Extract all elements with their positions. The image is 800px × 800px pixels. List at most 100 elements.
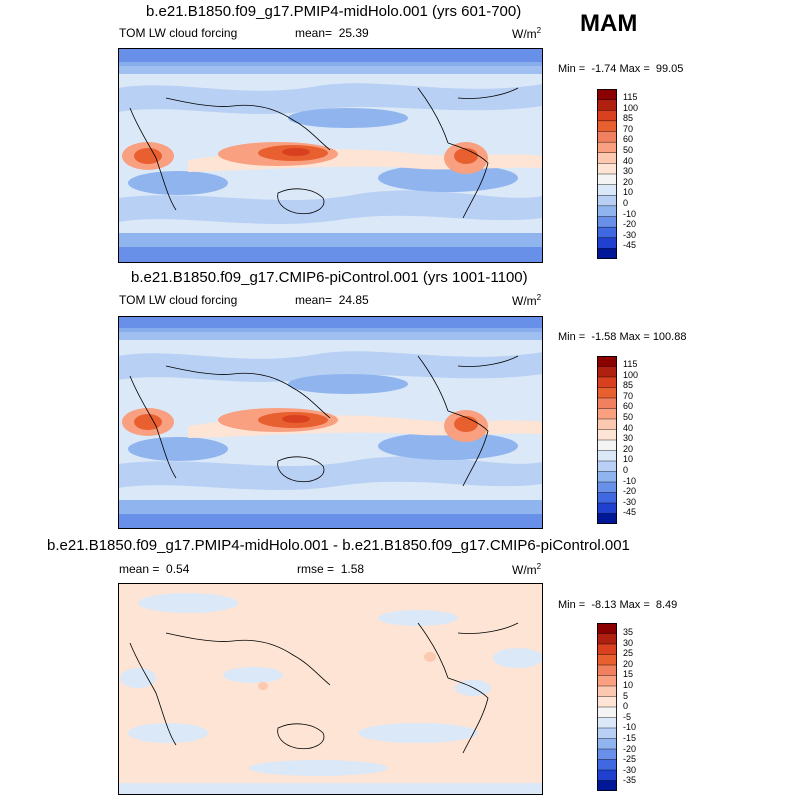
colorbar-tick-label: 85 bbox=[623, 380, 634, 391]
colorbar-tick-label: -15 bbox=[623, 732, 637, 743]
colorbar-tick-label: -10 bbox=[623, 475, 637, 486]
colorbar-swatch bbox=[596, 131, 618, 143]
colorbar-tick-label: -20 bbox=[623, 219, 637, 230]
panel3-rmse: rmse = 1.58 bbox=[297, 562, 365, 576]
colorbar-tick-label: 40 bbox=[623, 422, 634, 433]
colorbar-tick-label: 0 bbox=[623, 197, 629, 208]
colorbar-swatch bbox=[596, 88, 618, 101]
colorbar-tick-label: 35 bbox=[623, 627, 634, 637]
colorbar-tick-label: 10 bbox=[623, 454, 634, 465]
colorbar-tick-label: -45 bbox=[623, 240, 637, 251]
colorbar-tick-label: 70 bbox=[623, 123, 634, 134]
panel3-mean: mean = 0.54 bbox=[119, 562, 190, 576]
colorbar-swatch bbox=[596, 99, 618, 111]
panel2-mean: mean= 24.85 bbox=[295, 293, 369, 307]
colorbar-swatch bbox=[596, 471, 618, 483]
colorbar-swatch bbox=[596, 450, 618, 462]
panel1-variable-label: TOM LW cloud forcing bbox=[119, 26, 238, 40]
panel2-colorbar bbox=[596, 355, 618, 529]
colorbar-tick-label: 100 bbox=[623, 102, 639, 113]
panel3-colorbar-swatches bbox=[596, 622, 618, 792]
colorbar-tick-label: 30 bbox=[623, 166, 634, 177]
colorbar-tick-label: -25 bbox=[623, 754, 637, 765]
colorbar-swatch bbox=[596, 237, 618, 249]
panel2-units: W/m2 bbox=[512, 293, 542, 308]
colorbar-swatch bbox=[596, 759, 618, 771]
colorbar-tick-label: 10 bbox=[623, 187, 634, 198]
colorbar-tick-label: 5 bbox=[623, 690, 629, 701]
colorbar-swatch bbox=[596, 460, 618, 473]
colorbar-tick-label: -20 bbox=[623, 486, 637, 497]
colorbar-tick-label: 0 bbox=[623, 464, 629, 475]
colorbar-tick-label: 25 bbox=[623, 648, 634, 659]
panel1-title: b.e21.B1850.f09_g17.PMIP4-midHolo.001 (y… bbox=[146, 3, 522, 20]
colorbar-tick-label: -30 bbox=[623, 764, 637, 775]
colorbar-tick-label: -30 bbox=[623, 229, 637, 240]
colorbar-tick-label: 115 bbox=[623, 359, 638, 369]
colorbar-swatch bbox=[596, 780, 618, 792]
season-label: MAM bbox=[580, 10, 638, 37]
colorbar-tick-label: 50 bbox=[623, 144, 634, 155]
colorbar-swatch bbox=[596, 195, 618, 207]
colorbar-swatch bbox=[596, 643, 618, 656]
colorbar-tick-label: 10 bbox=[623, 679, 634, 690]
panel1-units: W/m2 bbox=[512, 26, 542, 41]
colorbar-swatch bbox=[596, 633, 618, 645]
colorbar-swatch bbox=[596, 439, 618, 452]
panel3-colorbar bbox=[596, 622, 618, 796]
colorbar-swatch bbox=[596, 376, 618, 389]
colorbar-swatch bbox=[596, 696, 618, 708]
panel2-map bbox=[118, 316, 543, 529]
panel3-units: W/m2 bbox=[512, 562, 542, 577]
panel2-variable-label: TOM LW cloud forcing bbox=[119, 293, 238, 307]
colorbar-swatch bbox=[596, 492, 618, 504]
colorbar-swatch bbox=[596, 248, 618, 260]
colorbar-tick-label: -35 bbox=[623, 775, 637, 786]
colorbar-tick-label: 20 bbox=[623, 176, 634, 187]
colorbar-swatch bbox=[596, 429, 618, 441]
colorbar-tick-label: 30 bbox=[623, 433, 634, 444]
colorbar-tick-label: -5 bbox=[623, 711, 632, 722]
colorbar-swatch bbox=[596, 706, 618, 719]
panel3-map bbox=[118, 583, 543, 795]
colorbar-swatch bbox=[596, 502, 618, 515]
colorbar-tick-label: 30 bbox=[623, 637, 634, 648]
colorbar-tick-label: -10 bbox=[623, 208, 637, 219]
colorbar-swatch bbox=[596, 769, 618, 782]
panel2-title: b.e21.B1850.f09_g17.CMIP6-piControl.001 … bbox=[131, 269, 528, 286]
colorbar-tick-label: 60 bbox=[623, 401, 634, 412]
colorbar-tick-label: 40 bbox=[623, 155, 634, 166]
colorbar-swatch bbox=[596, 141, 618, 154]
colorbar-tick-label: 20 bbox=[623, 443, 634, 454]
colorbar-swatch bbox=[596, 163, 618, 175]
panel2-min-max: Min = -1.58 Max = 100.88 bbox=[558, 331, 687, 343]
colorbar-swatch bbox=[596, 184, 618, 196]
colorbar-tick-label: 50 bbox=[623, 411, 634, 422]
panel1-colorbar-labels: 115 100 85 70 60 50 40 30 20 10 0 -10 -2… bbox=[623, 92, 638, 251]
colorbar-swatch bbox=[596, 205, 618, 218]
colorbar-swatch bbox=[596, 748, 618, 761]
colorbar-swatch bbox=[596, 685, 618, 698]
colorbar-tick-label: 115 bbox=[623, 92, 638, 102]
panel3-title: b.e21.B1850.f09_g17.PMIP4-midHolo.001 - … bbox=[47, 537, 630, 554]
colorbar-swatch bbox=[596, 110, 618, 122]
panel1-min-max: Min = -1.74 Max = 99.05 bbox=[558, 63, 684, 75]
colorbar-swatch bbox=[596, 226, 618, 239]
colorbar-swatch bbox=[596, 727, 618, 740]
colorbar-tick-label: 100 bbox=[623, 369, 639, 380]
colorbar-swatch bbox=[596, 738, 618, 750]
colorbar-tick-label: 60 bbox=[623, 134, 634, 145]
panel3-colorbar-labels: 35 30 25 20 15 10 5 0 -5 -10 -15 -20 -25… bbox=[623, 627, 636, 786]
colorbar-swatch bbox=[596, 654, 618, 666]
colorbar-swatch bbox=[596, 481, 618, 494]
colorbar-swatch bbox=[596, 355, 618, 368]
colorbar-tick-label: -10 bbox=[623, 722, 637, 733]
panel1-map bbox=[118, 48, 543, 263]
colorbar-swatch bbox=[596, 513, 618, 525]
colorbar-tick-label: -45 bbox=[623, 507, 637, 518]
panel1-mean: mean= 25.39 bbox=[295, 26, 369, 40]
colorbar-swatch bbox=[596, 120, 618, 133]
colorbar-tick-label: -20 bbox=[623, 743, 637, 754]
colorbar-swatch bbox=[596, 717, 618, 729]
colorbar-tick-label: 70 bbox=[623, 390, 634, 401]
